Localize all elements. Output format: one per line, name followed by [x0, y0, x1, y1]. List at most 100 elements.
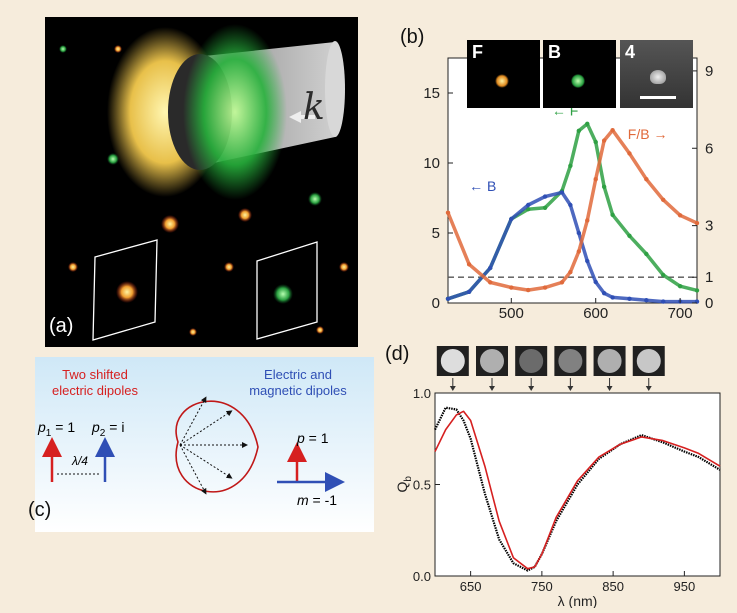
thumbnail-spot — [440, 349, 465, 373]
right-title-line1: Electric and — [264, 367, 332, 382]
series-line-FB — [446, 128, 698, 292]
thumbnail-pointer-head — [645, 386, 652, 391]
thumbnail-pointer-head — [528, 386, 535, 391]
y-tick-label-d: 0.5 — [413, 478, 431, 493]
series-point-FB — [610, 128, 615, 133]
series-point-B — [576, 230, 582, 236]
thumbnail-pointer-head — [567, 386, 574, 391]
inset-backward: B — [543, 40, 616, 108]
x-tick-label: 700 — [668, 305, 693, 318]
radiation-rays — [179, 396, 248, 495]
inset-backward-label: B — [548, 42, 561, 62]
series-point-B — [601, 291, 607, 296]
left-title-line2: electric dipoles — [52, 383, 138, 398]
beam-end — [325, 41, 345, 137]
series-point-FB — [694, 220, 700, 226]
series-point-B — [644, 298, 649, 303]
x-tick-label-d: 850 — [602, 579, 624, 594]
mode-thumbnail — [554, 346, 587, 391]
series-line-B — [447, 190, 697, 304]
left-tick-label: 15 — [423, 85, 440, 102]
series-point-FB — [601, 138, 607, 143]
label-B: ← B — [469, 178, 496, 194]
x-axis-label-d: λ (nm) — [558, 593, 598, 608]
series-point-B — [568, 202, 573, 208]
series-line-d-0 — [434, 406, 721, 572]
y-tick-label-d: 1.0 — [413, 386, 431, 401]
panel-a-image: k (a) — [45, 17, 358, 347]
mode-thumbnail — [632, 346, 665, 391]
series-point-F — [627, 233, 632, 238]
k-arrowhead — [289, 111, 301, 123]
forward-green-lobe — [183, 24, 287, 200]
left-tick-label: 10 — [423, 155, 440, 172]
shift-label: λ/4 — [71, 454, 88, 468]
series-point-FB — [568, 269, 573, 275]
panel-c-diagram: Two shifted electric dipoles Electric an… — [28, 357, 374, 532]
right-tick-label: 1 — [705, 269, 713, 286]
panel-c-label: (c) — [28, 499, 52, 521]
right-title-line2: magnetic dipoles — [249, 383, 347, 398]
y-tick-label-d: 0.0 — [413, 569, 431, 584]
series-point-F — [694, 288, 700, 293]
series-point-F — [610, 212, 615, 217]
scale-bar — [640, 96, 676, 99]
series-point-B — [542, 194, 548, 199]
thumbnail-spot — [519, 349, 544, 373]
series-point-FB — [466, 262, 472, 267]
selection-box-right — [256, 241, 318, 340]
x-tick-label-d: 950 — [674, 579, 696, 594]
x-tick-label-d: 750 — [531, 579, 553, 594]
inset-forward-spot — [495, 74, 509, 88]
series-point-F — [542, 205, 548, 210]
selection-box-left — [92, 239, 158, 341]
right-tick-label: 3 — [705, 218, 713, 235]
series-line-d-1 — [434, 410, 721, 570]
series-point-B — [445, 296, 451, 301]
thumbnail-spot — [558, 349, 583, 373]
series-point-F — [661, 272, 666, 278]
series-point-B — [627, 296, 632, 301]
backscattering-chart: 0.0 0.5 1.0 650 750 850 950 λ (nm) Qb — [394, 346, 721, 609]
panel-b-label: (b) — [400, 26, 425, 48]
mode-thumbnail — [515, 346, 548, 391]
inset-backward-spot — [571, 74, 585, 88]
series-point-B — [661, 299, 666, 304]
y-axis-label-d: Qb — [394, 476, 414, 493]
series-point-FB — [542, 285, 548, 290]
series-point-FB — [509, 285, 514, 290]
series-point-F — [644, 251, 649, 257]
series-point-FB — [661, 197, 666, 203]
dipole-diagram: Two shifted electric dipoles Electric an… — [35, 357, 374, 532]
panel-b-chart: (b) 0 5 10 15 0 1 3 6 9 500 600 700 ← F ← B F/B → F B … — [400, 26, 730, 322]
panel-d-chart: (d) 0.0 0.5 1.0 650 750 850 950 λ (nm) Qb — [385, 338, 730, 609]
series-point-FB — [627, 151, 632, 156]
series-point-B — [585, 258, 590, 264]
panel-a-label: (a) — [49, 315, 74, 337]
thumbnail-spot — [597, 349, 622, 373]
series-point-FB — [525, 287, 531, 293]
plot-area-d — [434, 392, 721, 577]
p1-label: p1 = 1 — [37, 419, 75, 439]
left-tick-label: 5 — [432, 225, 440, 242]
scattering-illustration — [59, 24, 349, 341]
sem-particle — [650, 70, 666, 84]
right-tick-label: 9 — [705, 63, 713, 80]
series-point-FB — [445, 210, 451, 215]
series-point-F — [576, 128, 582, 133]
x-tick-label: 600 — [583, 305, 608, 318]
x-tick-label: 500 — [499, 305, 524, 318]
series-point-F — [585, 121, 590, 127]
k-vector-label: k — [303, 87, 325, 128]
inset-sem-label: 4 — [625, 42, 636, 62]
thumbnail-pointer-head — [606, 386, 613, 391]
mode-thumbnail — [476, 346, 508, 391]
inset-forward: F — [467, 40, 540, 108]
series-point-B — [525, 202, 531, 208]
inset-forward-label: F — [472, 42, 483, 62]
nanoparticle-dots — [59, 45, 349, 336]
thumbnail-pointer-head — [489, 386, 495, 391]
series-point-B — [593, 279, 598, 285]
thumbnail-pointer-head — [449, 386, 456, 391]
series-point-FB — [559, 280, 565, 285]
